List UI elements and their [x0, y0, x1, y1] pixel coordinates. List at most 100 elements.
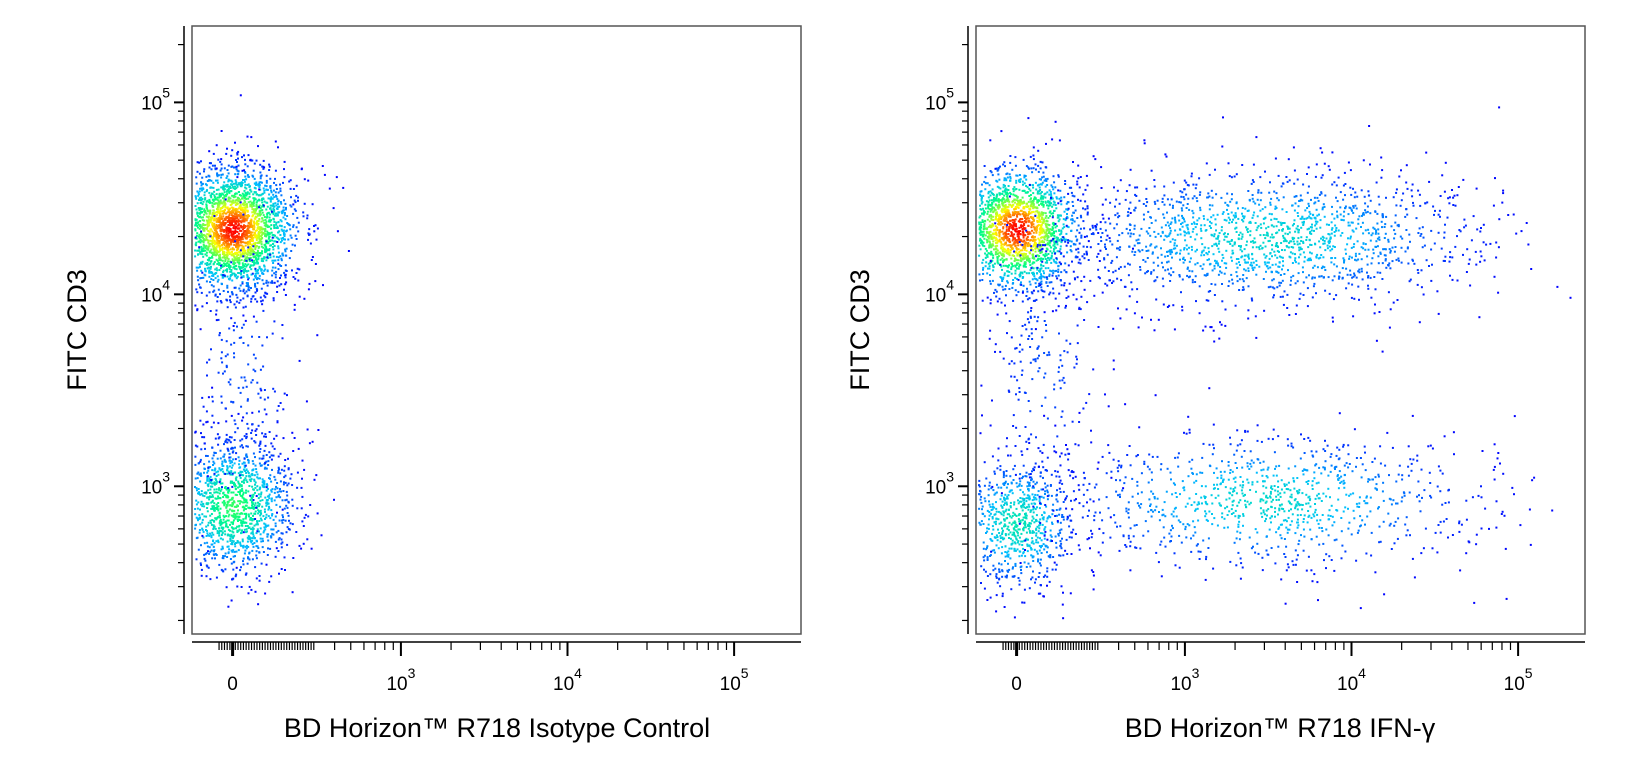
- event-dot: [309, 504, 311, 506]
- event-dot: [271, 191, 273, 193]
- event-dot: [196, 558, 198, 560]
- event-dot: [196, 537, 198, 539]
- event-dot: [251, 336, 253, 338]
- event-dot: [255, 502, 257, 504]
- event-dot: [1078, 225, 1080, 227]
- event-dot: [200, 251, 202, 253]
- event-dot: [232, 227, 234, 229]
- event-dot: [244, 204, 246, 206]
- event-dot: [1078, 251, 1080, 253]
- event-dot: [265, 436, 267, 438]
- event-dot: [256, 301, 258, 303]
- event-dot: [245, 492, 247, 494]
- event-dot: [1045, 193, 1047, 195]
- event-dot: [277, 470, 279, 472]
- event-dot: [200, 160, 202, 162]
- event-dot: [262, 540, 264, 542]
- event-dot: [1086, 251, 1088, 253]
- event-dot: [195, 500, 197, 502]
- event-dot: [256, 550, 258, 552]
- event-dot: [263, 265, 265, 267]
- event-dot: [222, 555, 224, 557]
- event-dot: [302, 460, 304, 462]
- event-dot: [281, 539, 283, 541]
- event-dot: [230, 261, 232, 263]
- event-dot: [292, 591, 294, 593]
- event-dot: [247, 295, 249, 297]
- event-dot: [995, 251, 997, 253]
- event-dot: [241, 420, 243, 422]
- event-dot: [1022, 301, 1024, 303]
- event-dot: [247, 490, 249, 492]
- event-dot: [281, 211, 283, 213]
- event-dot: [194, 528, 196, 530]
- event-dot: [233, 248, 235, 250]
- event-dot: [211, 216, 213, 218]
- event-dot: [243, 499, 245, 501]
- event-dot: [267, 464, 269, 466]
- event-dot: [263, 187, 265, 189]
- event-dot: [278, 192, 280, 194]
- event-dot: [277, 200, 279, 202]
- event-dot: [213, 191, 215, 193]
- event-dot: [233, 356, 235, 358]
- event-dot: [232, 235, 234, 237]
- event-dot: [198, 236, 200, 238]
- event-dot: [221, 130, 223, 132]
- event-dot: [1057, 265, 1059, 267]
- event-dot: [250, 222, 252, 224]
- event-dot: [234, 257, 236, 259]
- event-dot: [243, 531, 245, 533]
- event-dot: [242, 474, 244, 476]
- event-dot: [287, 507, 289, 509]
- event-dot: [278, 285, 280, 287]
- event-dot: [219, 161, 221, 163]
- event-dot: [1036, 273, 1038, 275]
- event-dot: [257, 545, 259, 547]
- event-dot: [272, 333, 274, 335]
- event-dot: [241, 207, 243, 209]
- event-dot: [243, 154, 245, 156]
- event-dot: [228, 217, 230, 219]
- event-dot: [1047, 257, 1049, 259]
- event-dot: [212, 212, 214, 214]
- event-dot: [204, 263, 206, 265]
- event-dot: [232, 523, 234, 525]
- event-dot: [234, 506, 236, 508]
- event-dot: [223, 519, 225, 521]
- event-dot: [1023, 176, 1025, 178]
- event-dot: [278, 252, 280, 254]
- event-dot: [268, 197, 270, 199]
- event-dot: [208, 192, 210, 194]
- event-dot: [249, 185, 251, 187]
- event-dot: [255, 434, 257, 436]
- event-dot: [217, 182, 219, 184]
- event-dot: [266, 490, 268, 492]
- event-dot: [1042, 270, 1044, 272]
- event-dot: [244, 470, 246, 472]
- event-dot: [206, 227, 208, 229]
- event-dot: [1040, 179, 1042, 181]
- event-dot: [1001, 231, 1003, 233]
- event-dot: [256, 382, 258, 384]
- event-dot: [264, 244, 266, 246]
- event-dot: [273, 320, 275, 322]
- event-dot: [268, 236, 270, 238]
- event-dot: [254, 474, 256, 476]
- event-dot: [260, 177, 262, 179]
- event-dot: [212, 400, 214, 402]
- event-dot: [231, 291, 233, 293]
- event-dot: [290, 250, 292, 252]
- event-dot: [216, 202, 218, 204]
- event-dot: [1009, 192, 1011, 194]
- event-dot: [245, 574, 247, 576]
- event-dot: [203, 505, 205, 507]
- event-dot: [201, 397, 203, 399]
- event-dot: [205, 529, 207, 531]
- event-dot: [273, 206, 275, 208]
- event-dot: [1080, 262, 1082, 264]
- event-dot: [199, 264, 201, 266]
- event-dot: [199, 481, 201, 483]
- event-dot: [280, 190, 282, 192]
- event-dot: [197, 171, 199, 173]
